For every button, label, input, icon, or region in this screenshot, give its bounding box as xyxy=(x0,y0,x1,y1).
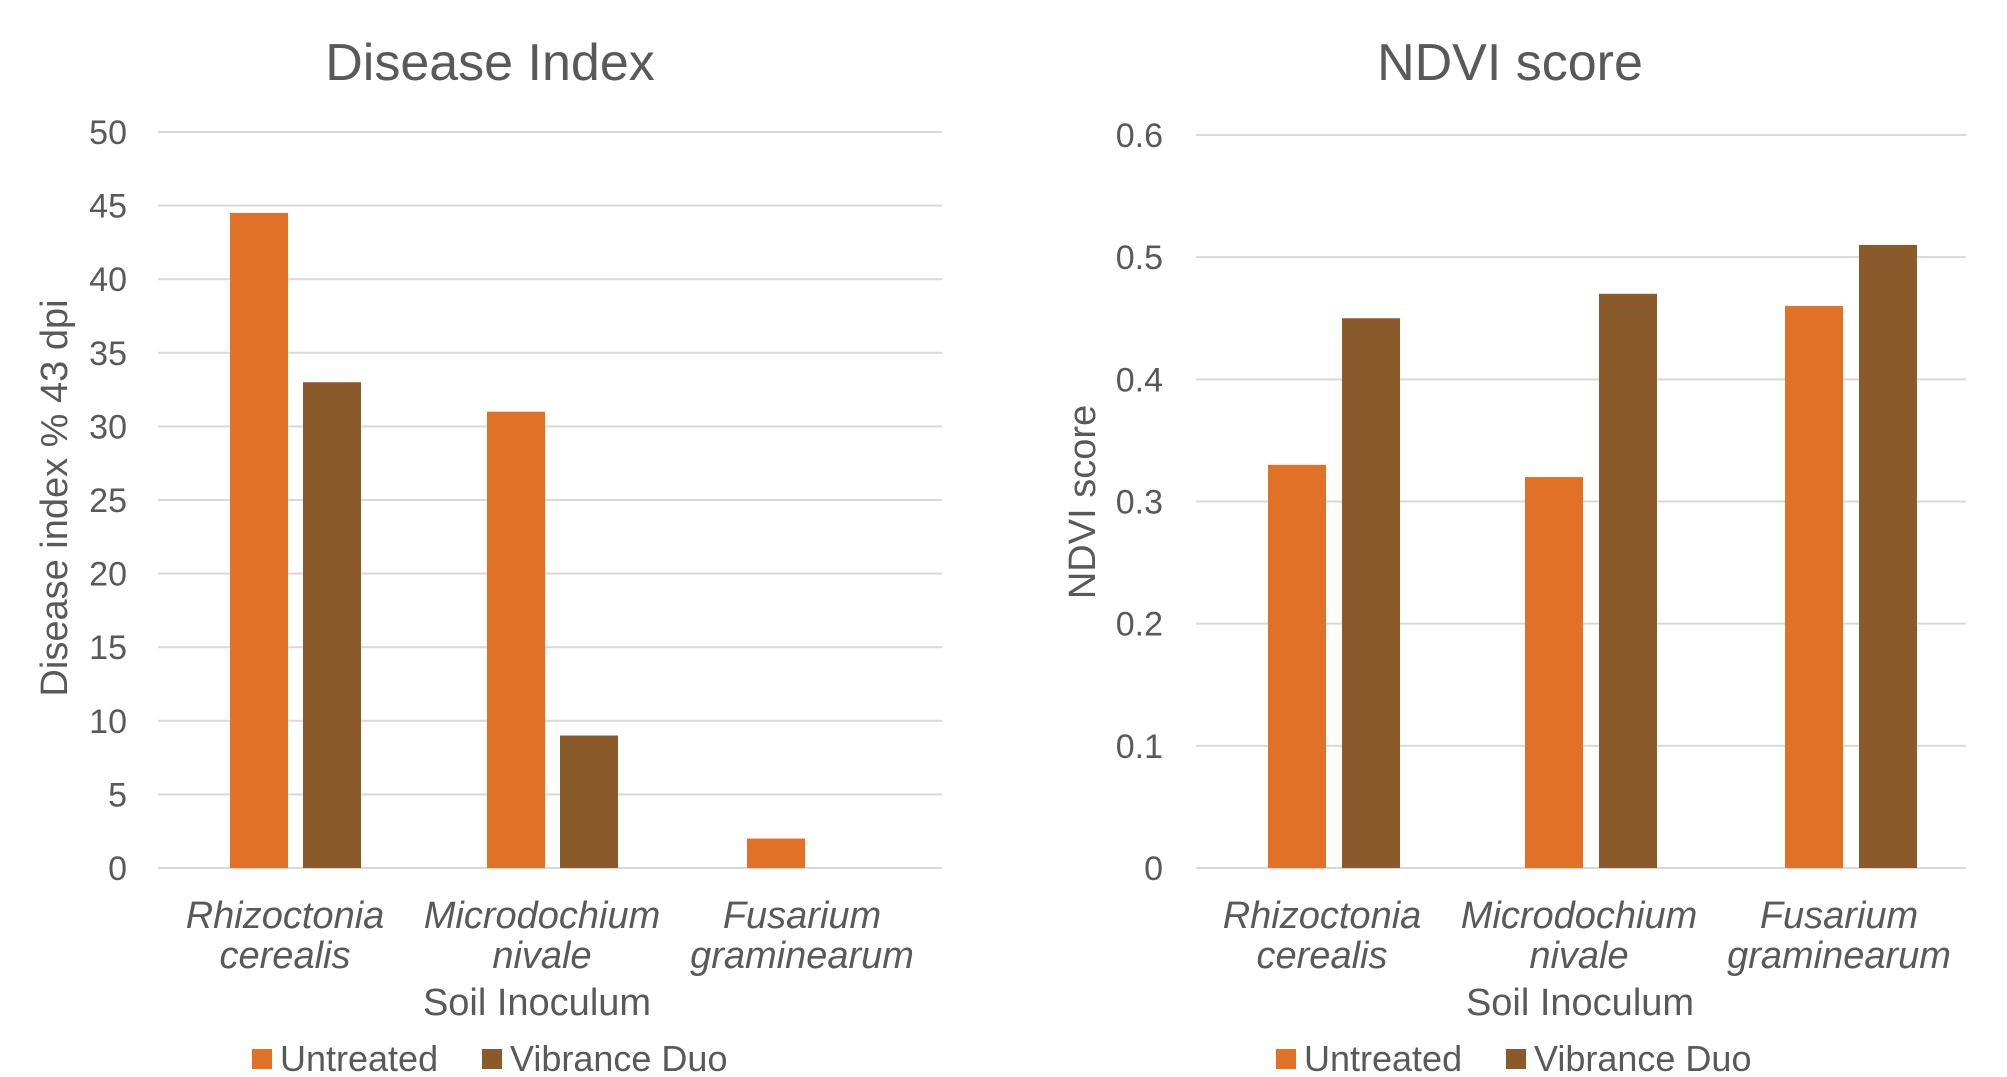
legend-swatch-vibrance-duo xyxy=(482,1049,502,1069)
bars xyxy=(1268,244,1917,869)
x-tick-label-fusarium: Fusarium graminearum xyxy=(690,895,914,977)
legend: Untreated Vibrance Duo xyxy=(252,1038,727,1077)
y-tick-label: 15 xyxy=(89,629,127,667)
bar-untreated-microdochium xyxy=(1525,477,1583,868)
legend-label-untreated: Untreated xyxy=(280,1038,438,1077)
y-axis-label: NDVI score xyxy=(1062,405,1104,599)
y-axis-label: Disease index % 43 dpi xyxy=(34,299,76,696)
y-tick-label: 30 xyxy=(89,408,127,446)
y-axis-ticks: 0 0.1 0.2 0.3 0.4 0.5 0.6 xyxy=(1116,117,1163,888)
ndvi-score-chart: NDVI score NDVI score Soil Inoculum Untr… xyxy=(1062,34,1966,1077)
bar-untreated-microdochium xyxy=(487,411,545,868)
y-tick-label: 0.4 xyxy=(1116,361,1163,399)
y-tick-label: 20 xyxy=(89,556,127,594)
y-tick-label: 0.5 xyxy=(1116,239,1163,277)
y-tick-label: 0.3 xyxy=(1116,484,1163,522)
x-tick-label-fusarium: Fusarium graminearum xyxy=(1727,895,1951,977)
bar-untreated-rhizoctonia xyxy=(230,212,288,868)
gridlines xyxy=(158,131,942,869)
x-tick-label-microdochium: Microdochium nivale xyxy=(1461,895,1698,977)
bar-vibrance-duo-microdochium xyxy=(560,735,618,868)
y-tick-label: 0.2 xyxy=(1116,606,1163,644)
legend-label-untreated: Untreated xyxy=(1304,1038,1462,1077)
y-tick-label: 0 xyxy=(1144,850,1163,888)
y-tick-label: 5 xyxy=(108,776,127,814)
bar-vibrance-duo-fusarium xyxy=(1859,244,1917,868)
legend-swatch-vibrance-duo xyxy=(1506,1049,1526,1069)
x-tick-label-rhizoctonia: Rhizoctonia cerealis xyxy=(1223,895,1422,977)
y-tick-label: 40 xyxy=(89,261,127,299)
y-tick-label: 25 xyxy=(89,482,127,520)
y-tick-label: 0.6 xyxy=(1116,117,1163,155)
bar-untreated-fusarium xyxy=(747,838,805,868)
disease-index-chart: Disease Index Disease index % 43 dpi Soi… xyxy=(34,34,942,1077)
bars xyxy=(230,212,805,868)
chart-title: Disease Index xyxy=(325,34,655,92)
bar-untreated-rhizoctonia xyxy=(1268,464,1326,868)
y-tick-label: 45 xyxy=(89,188,127,226)
x-tick-label-rhizoctonia: Rhizoctonia cerealis xyxy=(186,895,385,977)
x-tick-label-microdochium: Microdochium nivale xyxy=(424,895,661,977)
legend-label-vibrance-duo: Vibrance Duo xyxy=(510,1038,727,1077)
bar-vibrance-duo-rhizoctonia xyxy=(1342,318,1400,868)
chart-title: NDVI score xyxy=(1377,34,1643,92)
x-axis-label: Soil Inoculum xyxy=(1466,982,1694,1024)
legend-swatch-untreated xyxy=(1276,1049,1296,1069)
bar-untreated-fusarium xyxy=(1785,306,1843,868)
legend: Untreated Vibrance Duo xyxy=(1276,1038,1751,1077)
x-axis-tick-labels: Rhizoctonia cerealis Microdochium nivale Fus… xyxy=(186,895,914,977)
y-axis-ticks: 0 5 10 15 20 25 30 35 40 45 50 xyxy=(89,114,127,888)
bar-vibrance-duo-microdochium xyxy=(1599,293,1657,869)
x-axis-label: Soil Inoculum xyxy=(423,982,651,1024)
bar-vibrance-duo-rhizoctonia xyxy=(303,382,361,868)
legend-label-vibrance-duo: Vibrance Duo xyxy=(1534,1038,1751,1077)
y-tick-label: 35 xyxy=(89,335,127,373)
legend-swatch-untreated xyxy=(252,1049,272,1069)
y-tick-label: 10 xyxy=(89,703,127,741)
y-tick-label: 0.1 xyxy=(1116,728,1163,766)
y-tick-label: 50 xyxy=(89,114,127,152)
x-axis-tick-labels: Rhizoctonia cerealis Microdochium nivale Fus… xyxy=(1223,895,1951,977)
y-tick-label: 0 xyxy=(108,850,127,888)
